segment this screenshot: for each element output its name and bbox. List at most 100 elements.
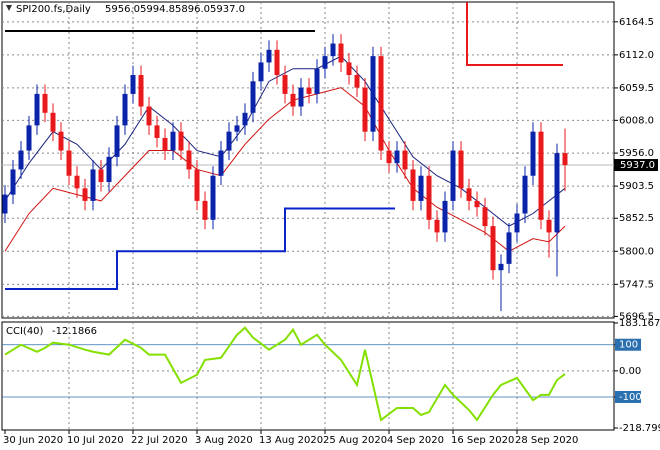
y-tick-label: 5747.5 bbox=[619, 279, 654, 290]
high-label: 5994.8 bbox=[140, 4, 175, 15]
candle-body bbox=[122, 93, 128, 126]
candle-body bbox=[426, 175, 432, 220]
candle-body bbox=[386, 150, 392, 164]
candle-body bbox=[58, 131, 64, 151]
level-box bbox=[615, 338, 641, 351]
candle-body bbox=[114, 125, 120, 157]
candle-body bbox=[242, 112, 248, 126]
candle-body bbox=[306, 87, 312, 94]
collapse-icon bbox=[6, 5, 12, 11]
y-tick-label: 183.1673 bbox=[619, 318, 660, 329]
cci-title: CCI(40) bbox=[6, 326, 44, 337]
y-tick-label: 6164.5 bbox=[619, 17, 654, 28]
x-tick-label: 30 Jun 2020 bbox=[3, 435, 63, 446]
cci-plot bbox=[2, 322, 614, 430]
overlay-line bbox=[466, 2, 563, 66]
close-label: 5937.0 bbox=[210, 4, 245, 15]
candle-body bbox=[130, 75, 136, 94]
candle-body bbox=[146, 106, 152, 126]
candle-body bbox=[50, 112, 56, 132]
x-tick-label: 10 Jul 2020 bbox=[67, 435, 124, 446]
y-tick-label: -100 bbox=[619, 392, 642, 403]
candle-body bbox=[210, 175, 216, 220]
level-box bbox=[615, 390, 641, 403]
candle-body bbox=[450, 150, 456, 201]
candle-body bbox=[66, 150, 72, 176]
candle-body bbox=[394, 150, 400, 164]
candle-body bbox=[458, 150, 464, 189]
y-tick-label: 6059.5 bbox=[619, 83, 654, 94]
candle-body bbox=[250, 81, 256, 113]
candle-body bbox=[10, 169, 16, 195]
x-tick-label: 28 Sep 2020 bbox=[515, 435, 578, 446]
candle-body bbox=[370, 56, 376, 132]
candle-body bbox=[378, 56, 384, 151]
y-tick-label: 6112.0 bbox=[619, 50, 654, 61]
candle-body bbox=[530, 131, 536, 176]
candle-body bbox=[202, 200, 208, 220]
y-tick-label: 5800.0 bbox=[619, 246, 654, 257]
candle-body bbox=[498, 263, 504, 271]
candle-body bbox=[82, 188, 88, 201]
candle-body bbox=[562, 153, 568, 166]
candle-body bbox=[258, 62, 264, 82]
candle-body bbox=[354, 75, 360, 88]
candle-body bbox=[170, 131, 176, 151]
candle-body bbox=[18, 150, 24, 170]
candle-body bbox=[42, 93, 48, 113]
candle-body bbox=[90, 169, 96, 201]
candle-body bbox=[490, 226, 496, 271]
y-tick-label: 5852.5 bbox=[619, 213, 654, 224]
y-tick-label: -218.799 bbox=[619, 423, 660, 434]
candle-body bbox=[546, 219, 552, 233]
candle-body bbox=[26, 125, 32, 151]
candle-body bbox=[554, 153, 560, 233]
candle-body bbox=[266, 49, 272, 63]
y-tick-label: 0.00 bbox=[619, 366, 641, 377]
last-price-box bbox=[614, 159, 658, 172]
y-tick-label: 5956.0 bbox=[619, 148, 654, 159]
main-panel bbox=[1, 1, 615, 319]
x-tick-label: 13 Aug 2020 bbox=[259, 435, 323, 446]
y-tick-label: 5696.5 bbox=[619, 311, 654, 322]
open-label: 5956.0 bbox=[105, 4, 140, 15]
candle-body bbox=[362, 87, 368, 132]
candle-body bbox=[34, 93, 40, 126]
candle-body bbox=[338, 43, 344, 63]
candle-body bbox=[330, 43, 336, 57]
y-tick-label: 5903.5 bbox=[619, 181, 654, 192]
candle-body bbox=[314, 68, 320, 94]
candle-body bbox=[282, 75, 288, 94]
candle-body bbox=[322, 56, 328, 69]
x-tick-label: 3 Aug 2020 bbox=[195, 435, 253, 446]
candle-body bbox=[218, 150, 224, 176]
candle-body bbox=[186, 150, 192, 170]
x-tick-label: 22 Jul 2020 bbox=[131, 435, 188, 446]
candle-body bbox=[442, 200, 448, 233]
candle-body bbox=[506, 232, 512, 264]
x-tick-label: 16 Sep 2020 bbox=[451, 435, 514, 446]
low-label: 5896.0 bbox=[175, 4, 210, 15]
candle-body bbox=[482, 207, 488, 227]
candle-body bbox=[434, 219, 440, 233]
candle-body bbox=[466, 188, 472, 201]
candle-body bbox=[106, 156, 112, 183]
candle-body bbox=[138, 75, 144, 107]
candle-body bbox=[274, 49, 280, 76]
candle-body bbox=[234, 125, 240, 132]
cci-value: -12.1866 bbox=[52, 326, 97, 337]
labels: SPI200.fs,Daily 5956.0 5994.8 5896.0 593… bbox=[3, 4, 660, 446]
x-tick-label: 25 Aug 2020 bbox=[323, 435, 387, 446]
candle-body bbox=[538, 131, 544, 220]
candle-body bbox=[226, 131, 232, 151]
cci-line bbox=[4, 326, 566, 422]
candle-body bbox=[162, 137, 168, 151]
candle-body bbox=[410, 169, 416, 201]
candle-body bbox=[346, 62, 352, 76]
candle-body bbox=[402, 150, 408, 170]
candle-body bbox=[98, 169, 104, 183]
candle-body bbox=[298, 87, 304, 107]
candle-body bbox=[290, 93, 296, 107]
candle-body bbox=[522, 175, 528, 214]
